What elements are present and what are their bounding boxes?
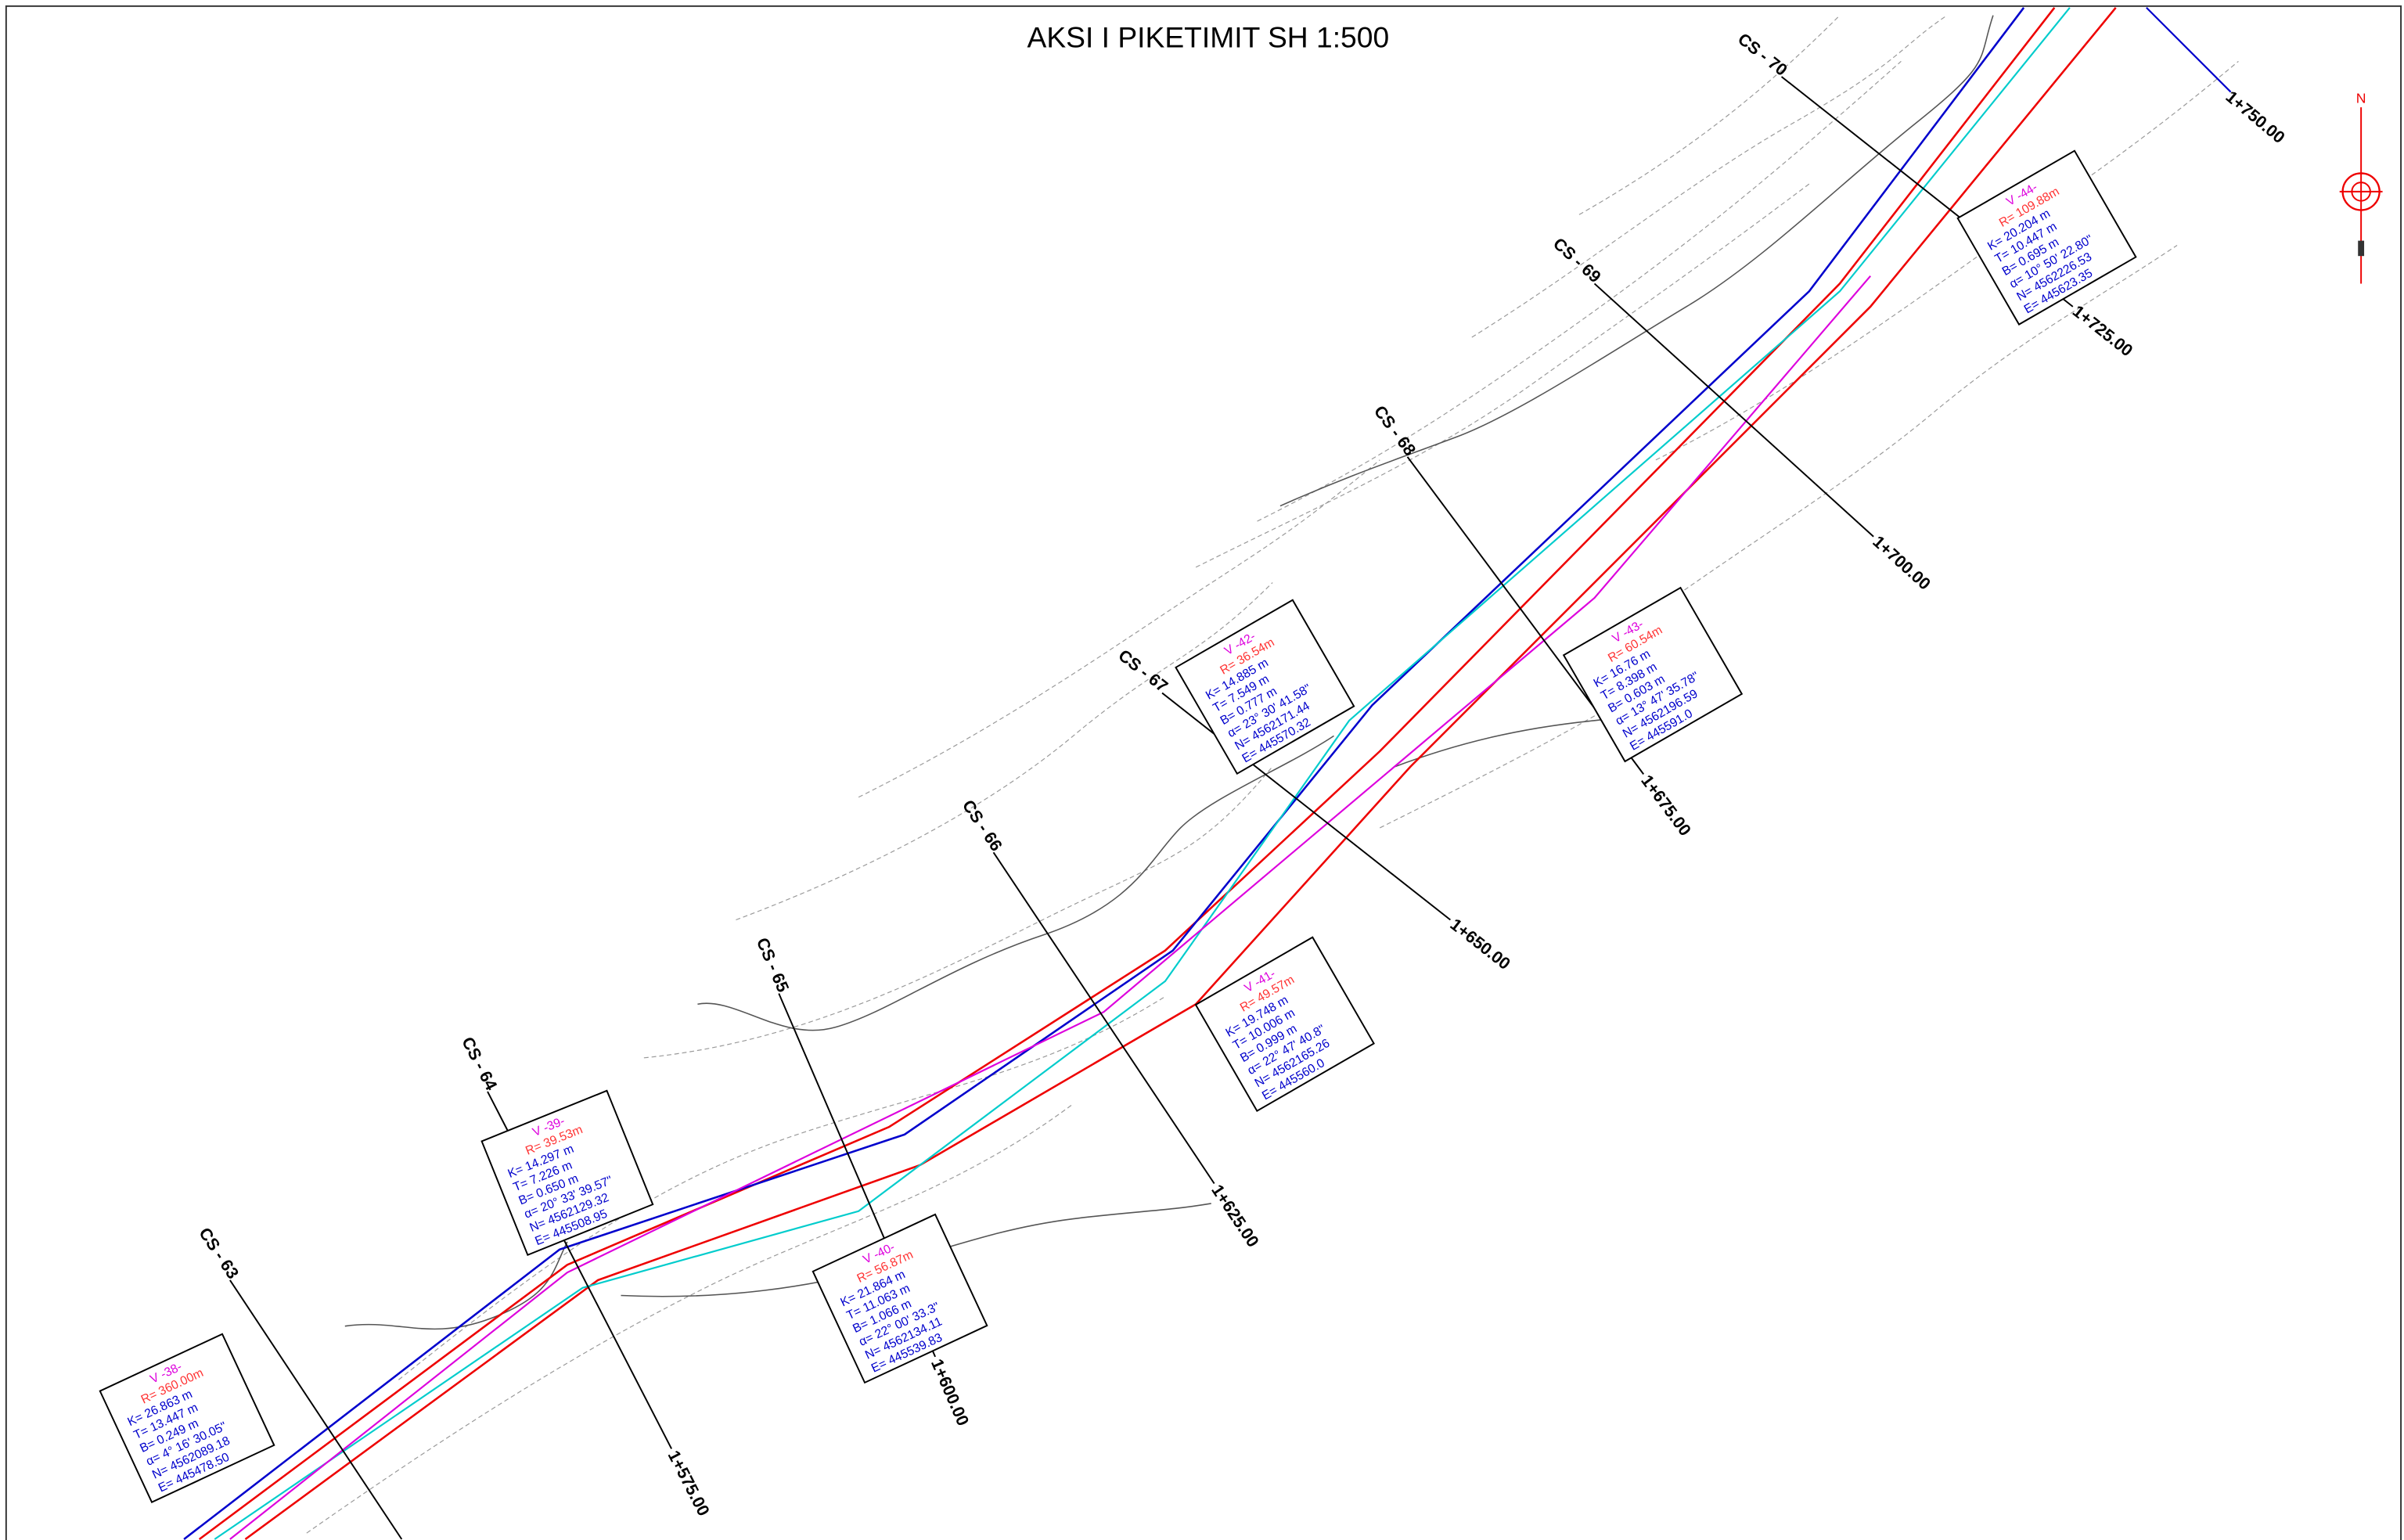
curve-box [480,1089,654,1257]
chainage-label: 1+675.00 [1637,771,1695,840]
section-label: CS - 70 [1734,29,1791,80]
alignment [183,6,2232,1540]
section-label: CS - 64 [458,1034,502,1093]
chainage-label: 1+575.00 [664,1447,714,1519]
section-line [992,851,1215,1185]
section-label: CS - 69 [1549,234,1605,287]
section-label: CS - 68 [1370,401,1420,459]
svg-text:N: N [2356,90,2366,106]
curve-box [99,1333,275,1504]
section-line [1161,692,1451,921]
chainage-label: 1+600.00 [927,1356,973,1429]
curve-box [1956,149,2137,326]
section-line [229,1279,403,1540]
contours [306,15,2239,1534]
terrain-lines [344,15,1994,1330]
chainage-label: 1+725.00 [2069,301,2137,361]
section-label: CS - 66 [959,796,1006,855]
curve-box [1175,599,1355,775]
chainage-label: 1+750.00 [2222,87,2288,147]
section-line [1593,282,1874,538]
chainage-label: 1+650.00 [1447,914,1515,973]
section-label: CS - 65 [753,935,794,995]
curve-box [1194,936,1375,1113]
curve-box [1562,586,1744,763]
cross-section: 1+750.00 [2222,87,2288,147]
chainage-label: 1+700.00 [1869,531,1934,593]
section-label: CS - 67 [1115,646,1172,696]
frame [5,5,2402,1540]
cross-section: CS - 69 1+700.00 [1549,234,1934,594]
chainage-label: 1+625.00 [1207,1181,1263,1250]
curve-box [812,1213,988,1384]
north-arrow: N [2339,90,2383,284]
section-label: CS - 63 [195,1224,243,1283]
title: AKSI I PIKETIMIT SH 1:500 [1027,21,1390,54]
